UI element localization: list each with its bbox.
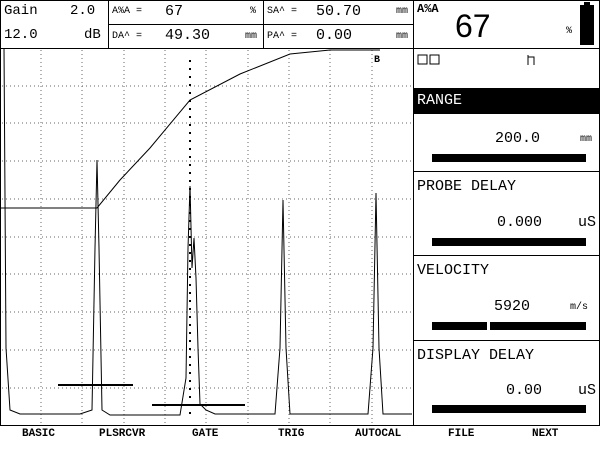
param-unit: mm: [580, 134, 593, 145]
reading-value: 50.70: [316, 3, 362, 20]
reading-value: 49.30: [165, 27, 211, 44]
gain-label: Gain: [4, 3, 38, 19]
ascan-display: B: [0, 48, 414, 426]
param-label[interactable]: RANGE: [417, 92, 463, 109]
param-slider: [432, 405, 586, 413]
selected-header: [414, 88, 599, 114]
param-unit: uS: [578, 214, 597, 231]
param-slider: [490, 322, 586, 330]
param-slider: [432, 322, 487, 330]
param-value: 200.0: [495, 130, 541, 147]
reading-unit: mm: [245, 31, 258, 42]
param-label[interactable]: VELOCITY: [417, 262, 490, 279]
param-value: 5920: [494, 298, 531, 315]
menu-item[interactable]: PLSRCVR: [99, 428, 146, 440]
big-reading-unit: %: [566, 26, 573, 37]
gain-db-value: 12.0: [4, 27, 38, 43]
divider: [414, 340, 599, 341]
big-reading-label: A%A: [417, 2, 439, 16]
big-reading-value: 67: [455, 8, 491, 44]
menu-item[interactable]: TRIG: [278, 428, 305, 440]
param-label[interactable]: DISPLAY DELAY: [417, 347, 535, 364]
gate-marker: B: [374, 55, 380, 66]
reading-label: PA^ =: [267, 31, 298, 42]
menu-item[interactable]: GATE: [192, 428, 219, 440]
reading-label: DA^ =: [112, 31, 143, 42]
reading-label: A%A =: [112, 6, 143, 17]
status-icons: [417, 54, 535, 65]
param-value: 0.000: [497, 214, 543, 231]
reading-unit: mm: [396, 6, 409, 17]
param-unit: m/s: [570, 302, 589, 313]
menu-item[interactable]: FILE: [448, 428, 475, 440]
param-slider: [432, 154, 586, 162]
gain-value: 2.0: [70, 3, 96, 19]
reading-unit: mm: [396, 31, 409, 42]
divider: [414, 255, 599, 256]
menu-item[interactable]: NEXT: [532, 428, 559, 440]
reading-label: SA^ =: [267, 6, 298, 17]
param-unit: uS: [578, 382, 597, 399]
param-value: 0.00: [506, 382, 543, 399]
menu-item[interactable]: AUTOCAL: [355, 428, 402, 440]
param-label[interactable]: PROBE DELAY: [417, 178, 517, 195]
gain-db-unit: dB: [84, 27, 101, 43]
reading-value: 67: [165, 3, 184, 20]
param-slider: [432, 238, 586, 246]
big-reading-box: [413, 0, 600, 49]
battery-icon: [580, 2, 594, 45]
reading-unit: %: [250, 6, 257, 17]
divider: [414, 171, 599, 172]
reading-value: 0.00: [316, 27, 353, 44]
menu-item[interactable]: BASIC: [22, 428, 56, 440]
